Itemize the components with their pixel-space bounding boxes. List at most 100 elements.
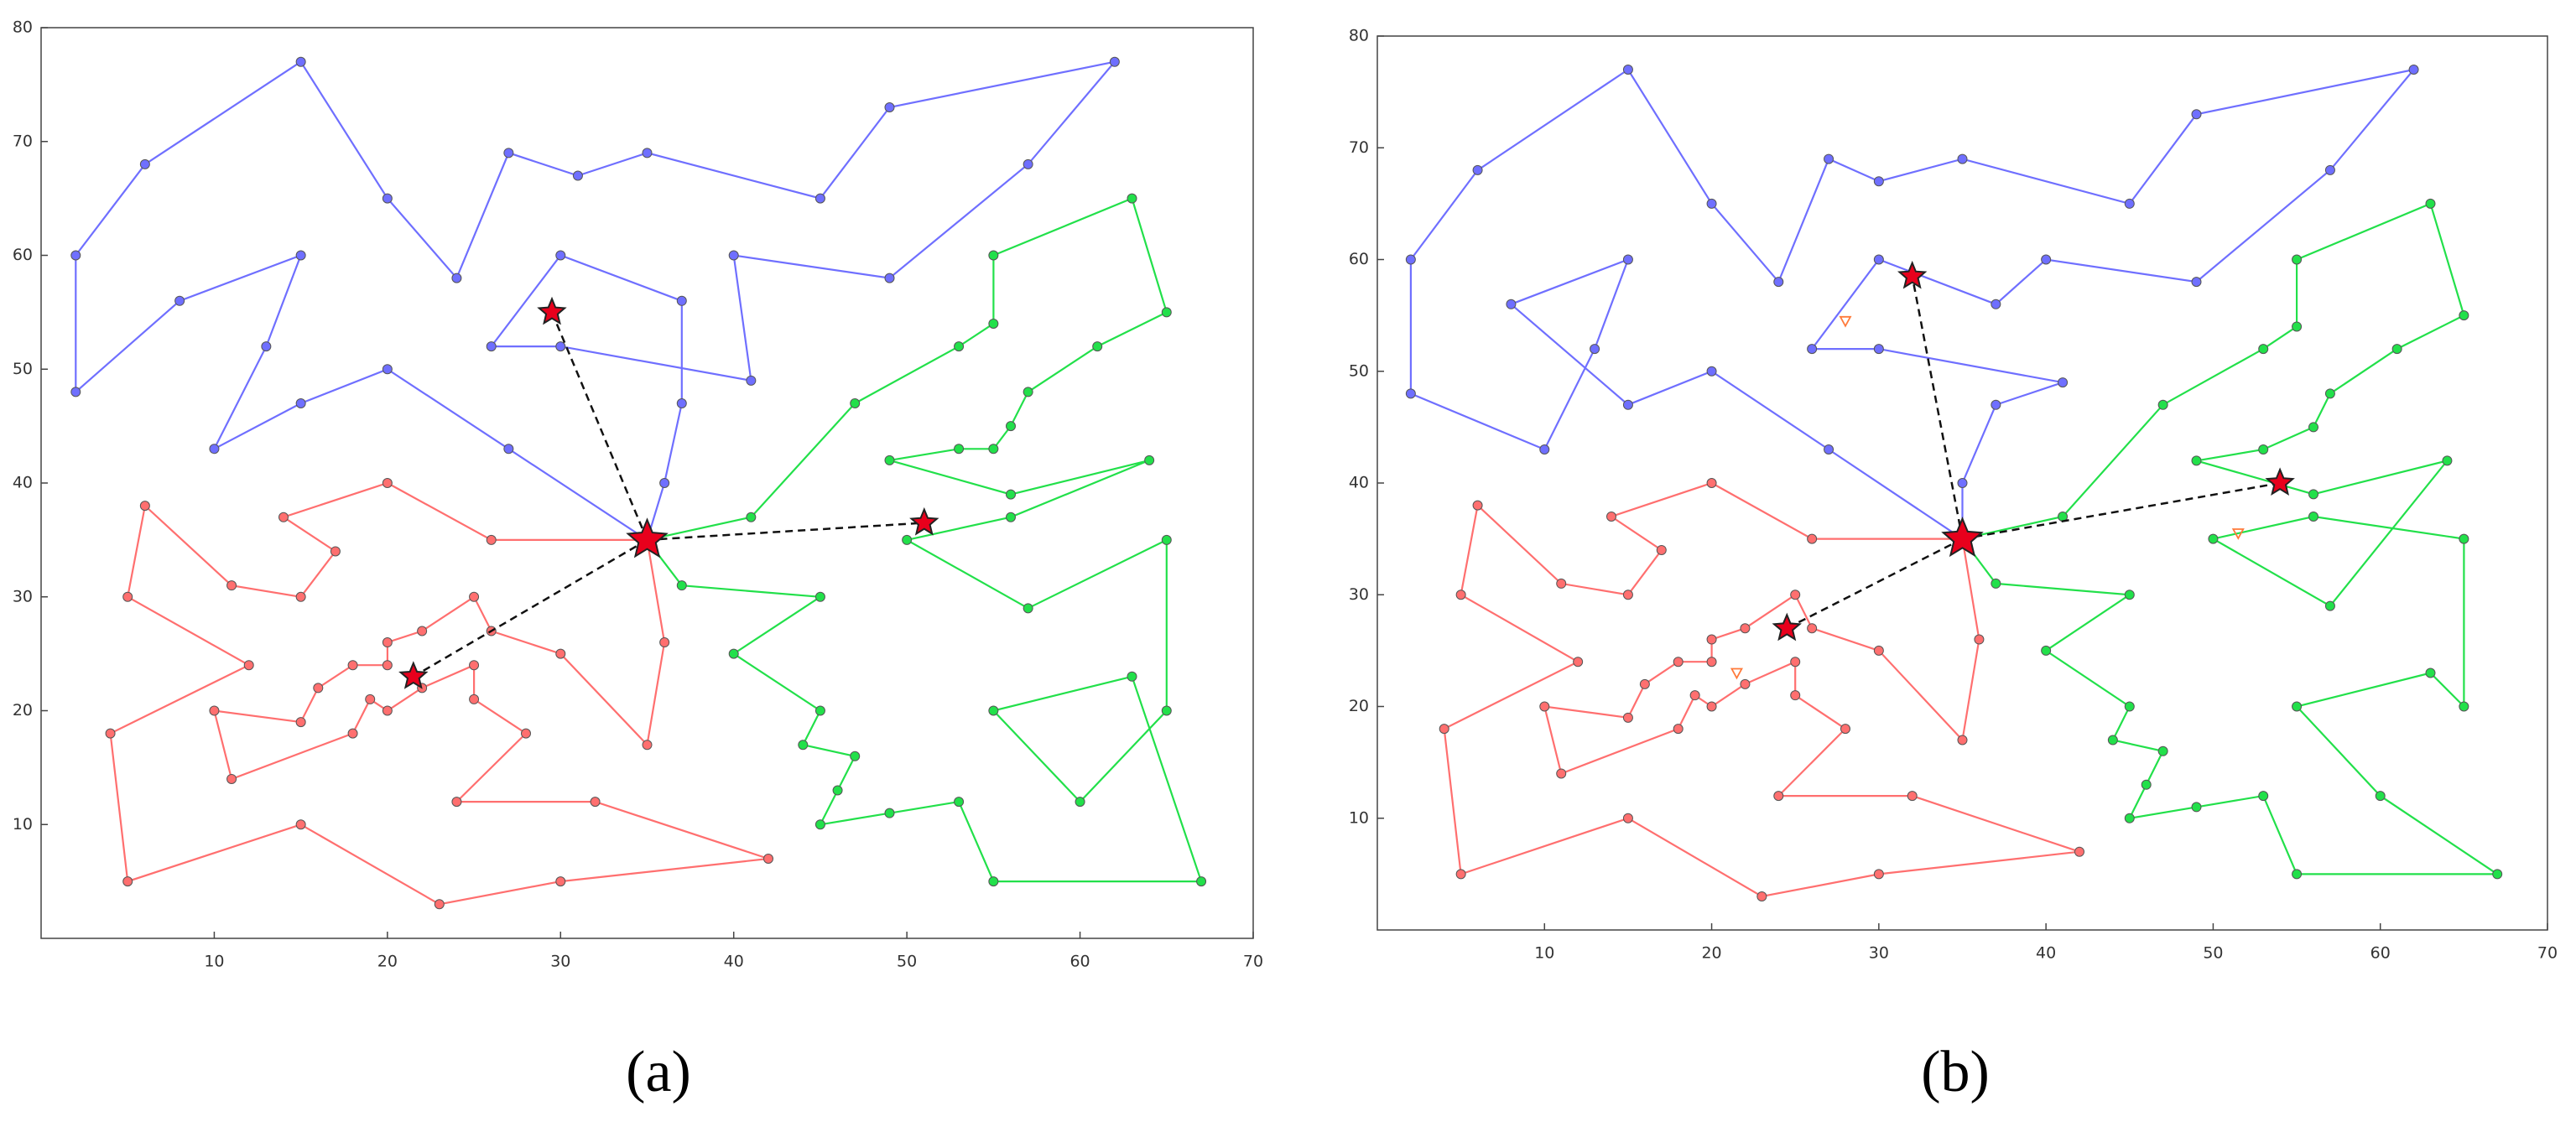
- route-point: [1439, 724, 1449, 735]
- route-point: [1455, 869, 1466, 880]
- route-point: [2141, 779, 2152, 790]
- route-point: [676, 397, 687, 408]
- route-point: [1873, 869, 1884, 880]
- route-point: [2459, 310, 2469, 321]
- route-point: [902, 534, 913, 545]
- route-point: [1161, 705, 1172, 716]
- link-line: [647, 522, 924, 542]
- route-point: [954, 797, 965, 808]
- route-point: [1991, 299, 2001, 309]
- route-point: [884, 808, 895, 818]
- route-point: [209, 705, 220, 716]
- route-point: [434, 899, 445, 910]
- route-point: [295, 819, 306, 830]
- center-star: [398, 661, 429, 689]
- route-point: [2375, 791, 2386, 802]
- route-point: [988, 876, 999, 887]
- route-point: [226, 773, 237, 784]
- route-point: [555, 648, 566, 659]
- route-point: [2459, 701, 2469, 712]
- route-point: [382, 364, 393, 375]
- route-point: [1006, 421, 1016, 432]
- route-point: [988, 444, 999, 455]
- route-point: [1092, 341, 1103, 352]
- y-tick-label: 80: [13, 18, 33, 37]
- route-point: [1539, 701, 1550, 712]
- route-point: [2308, 422, 2318, 433]
- route-point: [555, 876, 566, 887]
- route-point: [1706, 198, 1717, 209]
- y-tick-label: 20: [1349, 697, 1369, 715]
- route-point: [1622, 590, 1633, 600]
- route-point: [2041, 645, 2052, 656]
- route-point: [1807, 533, 1818, 544]
- route-point: [347, 660, 358, 671]
- route-point: [313, 683, 324, 693]
- route-point: [382, 660, 393, 671]
- route-point: [884, 455, 895, 465]
- route-point: [1873, 176, 1884, 187]
- marker: [2231, 528, 2245, 540]
- x-tick-label: 20: [377, 953, 398, 971]
- route-point: [988, 318, 999, 329]
- route-point: [330, 546, 341, 557]
- route-point: [884, 102, 895, 113]
- route-point: [1773, 277, 1784, 288]
- y-tick-label: 50: [1349, 361, 1369, 380]
- y-tick-label: 70: [13, 132, 33, 150]
- x-tick-label: 10: [1534, 944, 1554, 963]
- route-line: [1961, 202, 2501, 875]
- route-point: [1109, 56, 1120, 67]
- route-point: [486, 534, 497, 545]
- route-point: [1556, 578, 1567, 589]
- route-point: [1127, 671, 1137, 682]
- marker: [1839, 315, 1852, 328]
- route-point: [1006, 489, 1016, 500]
- route-point: [451, 273, 462, 283]
- route-point: [746, 512, 757, 522]
- route-point: [676, 580, 687, 591]
- route-point: [469, 693, 480, 704]
- route-point: [2191, 802, 2202, 813]
- route-point: [2292, 254, 2303, 265]
- link-line: [1786, 538, 1964, 630]
- route-point: [365, 693, 376, 704]
- route-point: [382, 705, 393, 716]
- route-point: [1622, 399, 1633, 410]
- route-point: [832, 785, 843, 796]
- route-point: [295, 250, 306, 261]
- route-point: [295, 591, 306, 602]
- route-point: [1824, 444, 1834, 455]
- route-point: [1006, 512, 1016, 522]
- route-point: [1673, 657, 1684, 667]
- y-tick-label: 10: [1349, 808, 1369, 827]
- route-point: [1706, 478, 1717, 488]
- route-point: [521, 728, 531, 739]
- route-point: [763, 853, 773, 864]
- route-point: [2324, 600, 2335, 611]
- route-point: [295, 397, 306, 408]
- route-point: [2425, 667, 2436, 678]
- route-point: [2258, 444, 2269, 455]
- route-point: [1673, 724, 1684, 735]
- route-point: [988, 705, 999, 716]
- route-point: [1506, 299, 1517, 309]
- route-point: [70, 387, 81, 397]
- route-point: [1773, 791, 1784, 802]
- route-point: [1873, 254, 1884, 265]
- route-point: [1472, 164, 1483, 175]
- route-point: [105, 728, 116, 739]
- route-point: [2492, 869, 2503, 880]
- route-point: [382, 478, 393, 488]
- route-point: [659, 478, 670, 488]
- route-point: [1539, 444, 1550, 455]
- route-point: [451, 797, 462, 808]
- route-point: [555, 250, 566, 261]
- route-point: [1590, 344, 1600, 355]
- y-tick-label: 30: [1349, 585, 1369, 604]
- route-point: [1790, 690, 1801, 701]
- route-point: [798, 740, 809, 751]
- route-point: [122, 591, 133, 602]
- route-point: [2124, 590, 2135, 600]
